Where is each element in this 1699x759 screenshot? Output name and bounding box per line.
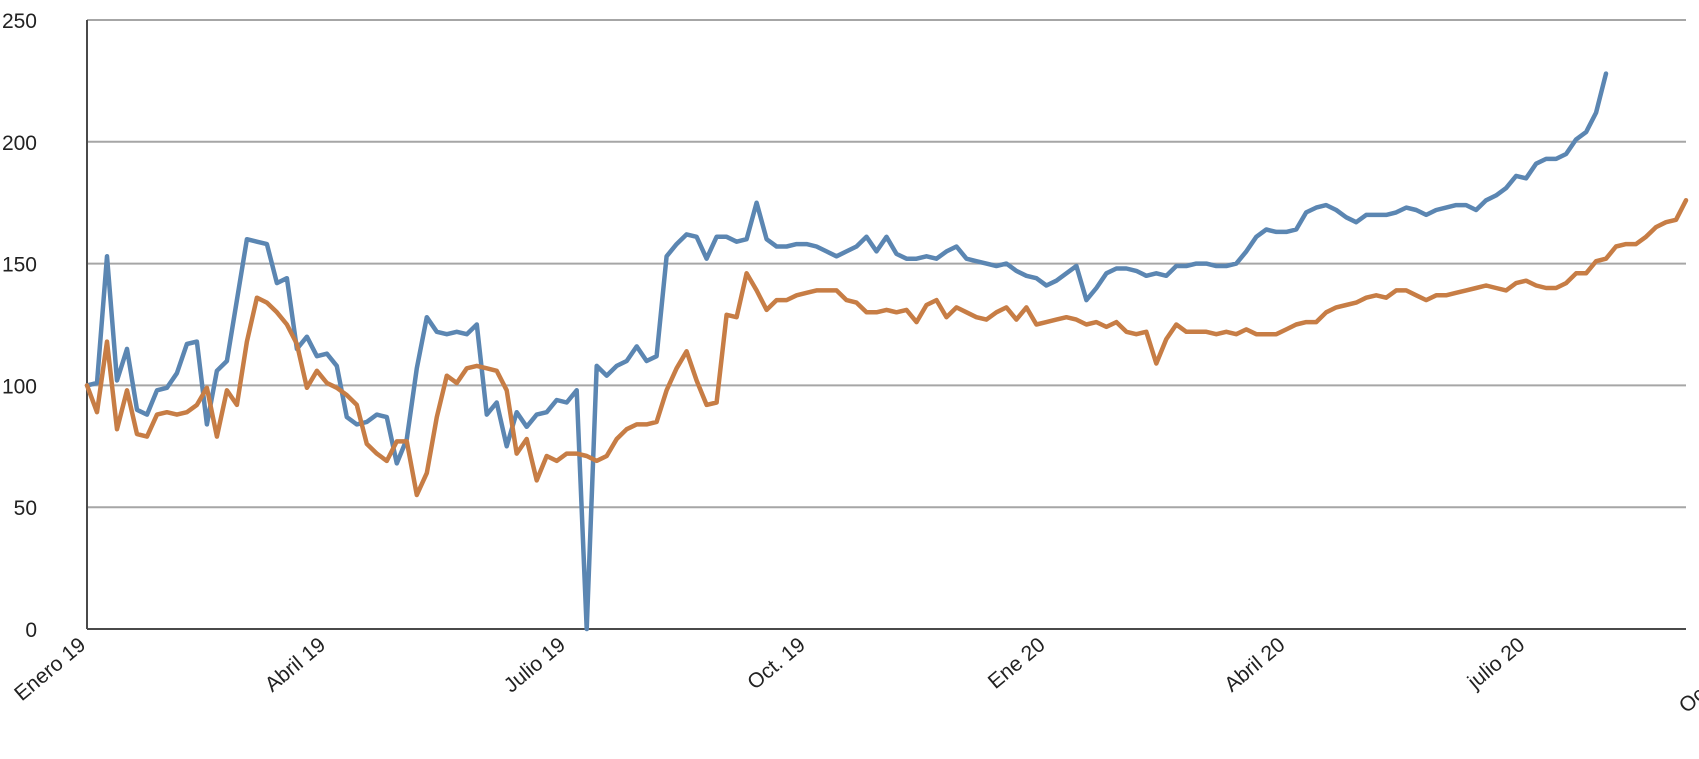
x-tick-label: Enero 19 (10, 633, 90, 705)
series-lines (84, 71, 1689, 632)
axes (86, 20, 1686, 630)
x-tick-label: Ene 20 (984, 633, 1050, 693)
x-tick-label: julio 20 (1463, 633, 1530, 694)
y-tick-label: 200 (2, 132, 37, 155)
x-axis-tick-labels: Enero 19 Abril 19 Julio 19 Oct. 19 Ene 20 Abr… (10, 633, 1699, 717)
x-tick-label: Oct. 19 (743, 633, 810, 694)
y-tick-label: 100 (2, 375, 37, 398)
x-tick-label: Abril 20 (1220, 633, 1289, 696)
y-tick-label: 50 (14, 497, 37, 520)
series-line-1 (84, 71, 1609, 632)
y-axis-tick-labels: 0 50 100 150 200 250 (2, 10, 37, 642)
x-tick-label: Octubre 26 (1675, 633, 1699, 717)
x-tick-label: Julio 19 (500, 633, 570, 697)
y-tick-label: 150 (2, 254, 37, 277)
gridlines (87, 19, 1686, 509)
series-line-2 (84, 198, 1689, 498)
x-tick-label: Abril 19 (261, 633, 330, 696)
y-tick-label: 250 (2, 10, 37, 33)
y-tick-label: 0 (25, 619, 37, 642)
